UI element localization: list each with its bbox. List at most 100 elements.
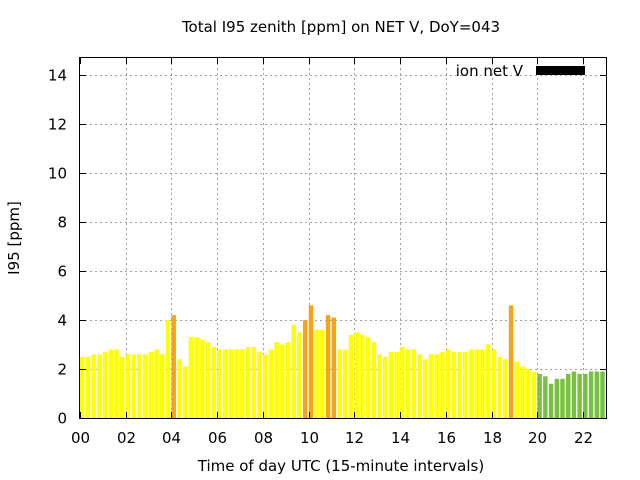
bar [320, 329, 325, 418]
bar [474, 349, 479, 418]
bar [114, 349, 119, 418]
x-tick-label: 22 [574, 429, 593, 447]
x-tick-label: 18 [483, 429, 502, 447]
bar [217, 349, 222, 418]
bar [200, 339, 205, 418]
bar [348, 334, 354, 418]
bar [463, 351, 468, 418]
bar [377, 354, 382, 418]
bar [280, 344, 285, 418]
bar [480, 349, 485, 418]
x-tick-label: 10 [300, 429, 319, 447]
chart-title: Total I95 zenith [ppm] on NET V, DoY=043 [181, 18, 500, 36]
bar [503, 359, 508, 418]
bar [383, 356, 388, 418]
bar [600, 371, 605, 418]
bar [468, 349, 474, 418]
bar [343, 349, 348, 418]
plot-frame [79, 57, 607, 419]
bar [80, 356, 85, 418]
bar [165, 320, 171, 418]
bar [302, 320, 308, 418]
y-tick-label: 8 [57, 214, 67, 232]
bar [142, 354, 148, 418]
bar [274, 342, 279, 418]
bar [371, 342, 377, 418]
bar [125, 354, 131, 418]
bar [285, 342, 291, 418]
bar [297, 332, 302, 418]
bar [228, 349, 234, 418]
bar [565, 373, 571, 418]
bar [131, 354, 136, 418]
bar [85, 356, 91, 418]
legend-label: ion net V [456, 62, 524, 80]
bar [537, 373, 542, 418]
bar [102, 351, 108, 418]
bar [520, 366, 525, 418]
y-tick-label: 4 [57, 312, 67, 330]
bar [91, 354, 96, 418]
bar [177, 359, 182, 418]
x-tick-label: 14 [391, 429, 410, 447]
bar [268, 349, 274, 418]
bar [251, 346, 256, 418]
bar [308, 305, 314, 418]
bar [445, 349, 451, 418]
bar [548, 383, 554, 418]
bar [560, 378, 565, 418]
x-tick-label: 16 [437, 429, 456, 447]
bar [160, 354, 165, 418]
bar [360, 334, 365, 418]
bar [457, 351, 462, 418]
bar [428, 354, 434, 418]
bar [514, 361, 519, 418]
bar [434, 354, 439, 418]
x-tick-label: 12 [345, 429, 364, 447]
bar [194, 337, 199, 418]
bar [405, 349, 411, 418]
bar [171, 315, 176, 418]
bar [417, 354, 422, 418]
x-axis-label: Time of day UTC (15-minute intervals) [197, 457, 484, 475]
y-tick-label: 12 [48, 116, 67, 134]
bar [108, 349, 114, 418]
bar [508, 305, 514, 418]
bar [182, 366, 188, 418]
bar [245, 346, 251, 418]
bar [314, 329, 319, 418]
bar [594, 371, 600, 418]
x-tick-label: 04 [162, 429, 181, 447]
bar [325, 315, 331, 418]
bar [388, 351, 394, 418]
bar [525, 369, 531, 418]
y-tick-label: 2 [57, 361, 67, 379]
legend: ion net V [456, 62, 585, 80]
bar [257, 351, 262, 418]
bar [211, 346, 216, 418]
bar [154, 349, 159, 418]
x-tick-label: 08 [254, 429, 273, 447]
bar [354, 332, 359, 418]
bar [577, 373, 582, 418]
bars [80, 305, 605, 418]
y-tick-label: 14 [48, 67, 67, 85]
bar [337, 349, 342, 418]
bar [394, 351, 399, 418]
x-tick-label: 00 [71, 429, 90, 447]
x-tick-label: 06 [208, 429, 227, 447]
x-tick-label: 20 [528, 429, 547, 447]
bar [137, 354, 142, 418]
bar [411, 349, 417, 418]
bar [588, 371, 594, 418]
bar [188, 337, 194, 418]
y-tick-label: 10 [48, 165, 67, 183]
bar [440, 351, 445, 418]
bar [148, 351, 154, 418]
legend-swatch [536, 66, 585, 75]
bar [531, 371, 537, 418]
bar [365, 337, 371, 418]
y-axis-label: I95 [ppm] [5, 201, 23, 275]
bar [554, 378, 559, 418]
